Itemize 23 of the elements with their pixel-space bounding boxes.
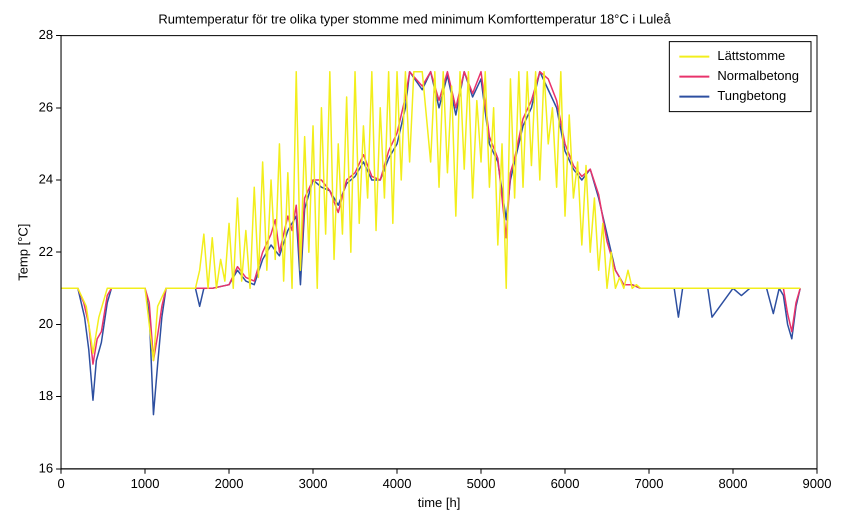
- y-tick-label: 24: [38, 172, 54, 187]
- legend-label: Tungbetong: [717, 88, 786, 104]
- y-tick-label: 26: [38, 99, 54, 114]
- y-tick-label: 18: [38, 388, 54, 404]
- x-tick-label: 6000: [550, 476, 580, 492]
- y-tick-label: 28: [38, 27, 54, 42]
- x-tick-label: 3000: [298, 476, 328, 492]
- x-tick-label: 9000: [802, 476, 832, 492]
- x-tick-label: 4000: [382, 476, 412, 492]
- x-tick-label: 2000: [214, 476, 244, 492]
- chart-title: Rumtemperatur för tre olika typer stomme med minimum Komforttemperatur 18°C i Luleå: [158, 11, 672, 26]
- legend-label: Lättstomme: [717, 48, 786, 64]
- x-tick-label: 8000: [718, 476, 748, 492]
- legend-label: Normalbetong: [717, 68, 799, 84]
- x-tick-label: 0: [57, 476, 65, 492]
- x-tick-label: 1000: [130, 476, 160, 492]
- y-axis-title: Temp [°C]: [15, 224, 30, 281]
- y-tick-label: 20: [38, 316, 54, 331]
- y-tick-label: 22: [38, 244, 54, 259]
- y-tick-label: 16: [38, 460, 54, 476]
- x-axis-title: time [h]: [418, 494, 460, 510]
- x-tick-label: 7000: [634, 476, 664, 492]
- x-tick-label: 5000: [466, 476, 496, 492]
